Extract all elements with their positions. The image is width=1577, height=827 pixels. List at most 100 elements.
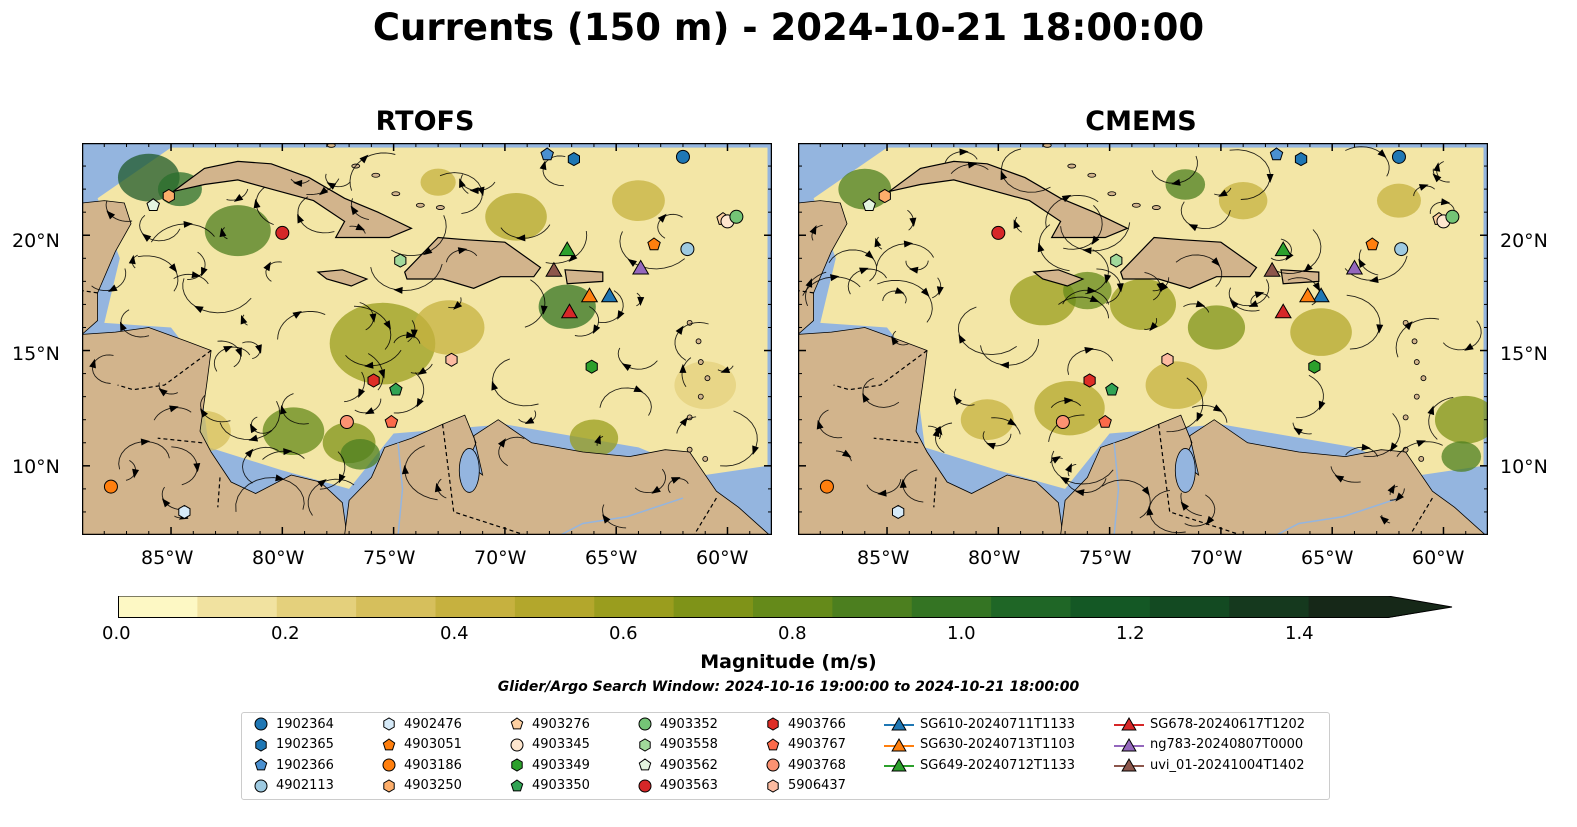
legend-marker [766,758,780,772]
glider-ng783-20240807T0000 [632,259,650,275]
flow-arrow [539,160,547,171]
flow-arrow [417,367,427,375]
legend-marker [254,717,268,731]
legend-marker [383,717,395,731]
flow-arrow [1266,174,1274,183]
argo-float-4903766 [1083,373,1096,388]
flow-arrow [1171,178,1181,186]
legend-item-4902113: 4902113 [252,778,334,794]
magnitude-patch [1434,395,1488,444]
flow-arrow [1087,286,1097,294]
legend-label: 4903563 [660,778,718,793]
small-island [1151,205,1161,210]
legend-label: SG649-20240712T1133 [920,757,1076,773]
lon-tick-65w-cmems: 65°W [1301,547,1354,569]
streamlines [802,146,1482,534]
legend-marker [767,778,779,793]
legend-label: uvi_01-20241004T1402 [1150,757,1305,773]
flow-arrow [249,423,258,434]
streamline [980,338,1040,366]
colorbar-segment [832,596,913,618]
lake-maracaibo [1174,448,1196,493]
panel-title-rtofs: RTOFS [375,106,475,137]
legend-label: SG630-20240713T1103 [920,737,1076,752]
flow-arrow [350,205,359,216]
flow-arrow [1051,456,1061,464]
flow-arrow [670,477,681,484]
lon-tick-65w-rtofs: 65°W [585,547,638,569]
flow-arrow [809,225,817,235]
legend-marker [382,758,396,772]
flow-arrow [891,335,899,346]
flow-arrow [920,287,930,297]
flow-arrow [1212,404,1223,412]
flow-arrow [617,310,625,320]
legend-marker [638,779,652,792]
colorbar-tick-4: 0.8 [778,623,807,644]
legend-label: 4903186 [404,757,462,773]
colorbar-segment [1070,596,1151,618]
legend-item-1902364: 1902364 [252,716,334,732]
legend-item-4903051: 4903051 [380,737,462,753]
glider-uvi_01-20241004T1402 [545,261,563,277]
legend-symbol [254,717,268,731]
streamline [391,215,447,257]
flow-arrow [240,314,248,325]
argo-float-4903250 [162,188,175,204]
legend-item-1902365: 1902365 [252,737,334,753]
flow-arrow [909,217,917,227]
flow-arrow [401,464,409,475]
legend-marker [382,737,396,750]
argo-float-4903352 [1445,209,1460,224]
legend-marker [1114,716,1144,731]
flow-arrow [193,462,201,473]
flow-arrow [434,482,442,493]
map-panel-rtofs[interactable] [82,143,772,535]
argo-float-4903563 [275,225,290,240]
legend-item-4903558: 4903558 [636,737,718,753]
glider-SG649-20240712T1133 [558,241,576,257]
flow-arrow [248,434,259,442]
colorbar-segment [753,596,833,618]
legend-label: 1902364 [276,716,334,732]
small-island [435,205,445,210]
argo-float-4903766 [367,373,380,388]
island [564,269,604,285]
legend-marker [767,717,779,731]
legend-symbol [891,716,907,731]
legend-item-4903766: 4903766 [764,716,846,732]
legend-item-4903352: 4903352 [636,716,718,732]
legend-label: 4903562 [660,757,718,773]
island [404,236,542,289]
lat-tick-10n-right: 10°N [1500,456,1548,478]
lon-tick-70w-cmems: 70°W [1190,547,1243,569]
lat-tick-20n-left: 20°N [12,230,60,252]
flow-arrow [1427,405,1435,416]
colorbar-segment [514,596,595,618]
flow-arrow [859,267,869,275]
legend-symbol [1121,757,1137,772]
small-island [1107,191,1117,197]
streamline [235,477,305,512]
small-island [1402,414,1409,421]
streamline [1270,229,1322,274]
lat-tick-10n-left: 10°N [12,456,60,478]
colorbar-tick-3: 0.6 [609,623,638,644]
legend-symbol [1121,737,1137,751]
magnitude-patch [420,168,456,196]
country-border [157,437,203,444]
glider-SG610-20240711T1133 [600,287,619,303]
legend-symbol [766,758,780,772]
legend-item-ng783-20240807T0000: ng783-20240807T0000 [1114,737,1303,753]
map-panel-cmems[interactable] [798,143,1488,535]
legend-item-4903767: 4903767 [764,737,846,753]
flow-arrow [1369,276,1379,283]
colorbar-segment [991,596,1071,618]
colorbar-tick-1: 0.2 [271,623,300,644]
flow-arrow [720,366,731,374]
argo-float-4903768 [339,415,354,430]
argo-float-5906437 [1161,352,1174,367]
flow-arrow [1377,149,1387,158]
magnitude-patch [838,168,892,210]
legend-label: 4903276 [532,716,590,732]
